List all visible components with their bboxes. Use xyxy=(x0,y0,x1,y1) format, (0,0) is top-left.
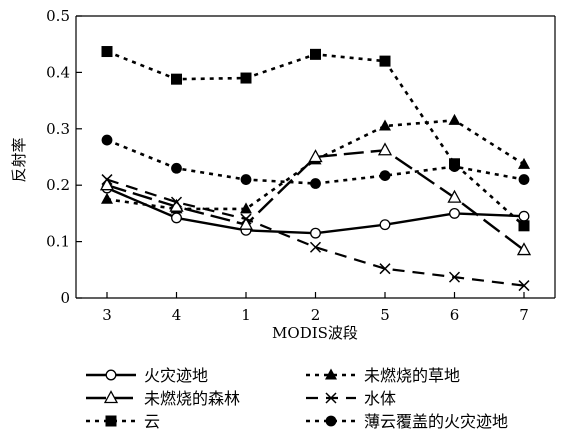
series-line xyxy=(106,119,525,211)
data-point xyxy=(240,202,252,214)
data-point xyxy=(310,48,321,60)
data-point xyxy=(448,271,461,283)
data-point xyxy=(310,227,321,239)
data-point xyxy=(238,216,254,230)
data-point xyxy=(516,242,532,256)
legend-label: 薄云覆盖的火灾迹地 xyxy=(364,412,508,431)
data-point xyxy=(377,142,393,156)
y-tick-label: 0.2 xyxy=(46,176,70,194)
y-tick-label: 0.4 xyxy=(46,63,70,81)
legend-marker xyxy=(103,390,119,404)
legend-label: 水体 xyxy=(364,389,396,408)
data-point xyxy=(99,177,115,191)
y-tick-label: 0 xyxy=(60,289,70,307)
legend-marker xyxy=(105,369,117,381)
legend-label: 未燃烧的森林 xyxy=(144,389,240,408)
x-tick-label: 3 xyxy=(102,306,112,324)
data-point xyxy=(308,149,323,163)
series-line xyxy=(106,186,525,235)
data-point xyxy=(379,119,391,131)
x-tick-label: 6 xyxy=(450,306,460,324)
data-point xyxy=(310,178,321,189)
legend-item: 薄云覆盖的火灾迹地 xyxy=(306,412,508,431)
x-tick-label: 5 xyxy=(380,306,390,324)
data-point xyxy=(101,174,113,186)
data-point xyxy=(170,196,183,208)
data-point xyxy=(101,192,113,204)
x-tick-label: 4 xyxy=(172,306,182,324)
series-2 xyxy=(99,142,532,256)
x-tick-label: 7 xyxy=(519,306,529,324)
data-point xyxy=(171,212,182,224)
data-point xyxy=(448,113,461,125)
data-point xyxy=(518,210,530,222)
legend-label: 云 xyxy=(144,412,160,431)
legend-item: 水体 xyxy=(306,389,396,408)
x-tick-label: 2 xyxy=(311,306,321,324)
data-point xyxy=(518,174,530,185)
data-point xyxy=(240,213,252,225)
data-point xyxy=(518,280,530,292)
data-point xyxy=(518,157,530,169)
data-point xyxy=(171,162,182,174)
legend-item: 云 xyxy=(86,412,160,431)
y-axis-title: 反射率 xyxy=(10,137,28,182)
data-point xyxy=(240,72,252,84)
data-point xyxy=(518,220,530,232)
legend-label: 火灾迹地 xyxy=(144,366,208,385)
legend-marker xyxy=(325,415,337,427)
data-point xyxy=(379,55,391,67)
y-tick-label: 0.1 xyxy=(46,233,70,251)
data-point xyxy=(171,73,182,85)
series-5 xyxy=(101,134,530,189)
series-0 xyxy=(101,182,530,239)
data-point xyxy=(447,189,462,203)
data-point xyxy=(101,46,113,58)
legend-item: 未燃烧的森林 xyxy=(86,389,240,408)
y-axis-ticks: 0 0.1 0.2 0.3 0.4 0.5 xyxy=(46,7,82,307)
series-3 xyxy=(101,174,530,292)
data-point xyxy=(379,219,391,231)
y-tick-label: 0.5 xyxy=(46,7,70,25)
legend-marker xyxy=(325,392,337,404)
data-point xyxy=(309,241,322,253)
data-point xyxy=(449,207,460,219)
legend-item: 未燃烧的草地 xyxy=(306,366,460,385)
x-tick-label: 1 xyxy=(241,306,251,324)
x-axis-ticks: 3 4 1 2 5 6 7 xyxy=(102,292,529,324)
legend-item: 火灾迹地 xyxy=(86,366,208,385)
data-point xyxy=(240,174,252,185)
series-layer xyxy=(99,46,532,292)
y-tick-label: 0.3 xyxy=(46,120,70,138)
x-axis-title: MODIS波段 xyxy=(272,324,358,342)
data-point xyxy=(449,161,460,172)
legend-label: 未燃烧的草地 xyxy=(364,366,460,385)
data-point xyxy=(379,170,391,182)
legend-marker xyxy=(105,415,117,427)
data-point xyxy=(101,134,113,146)
data-point xyxy=(379,263,391,275)
legend-marker xyxy=(325,368,337,380)
